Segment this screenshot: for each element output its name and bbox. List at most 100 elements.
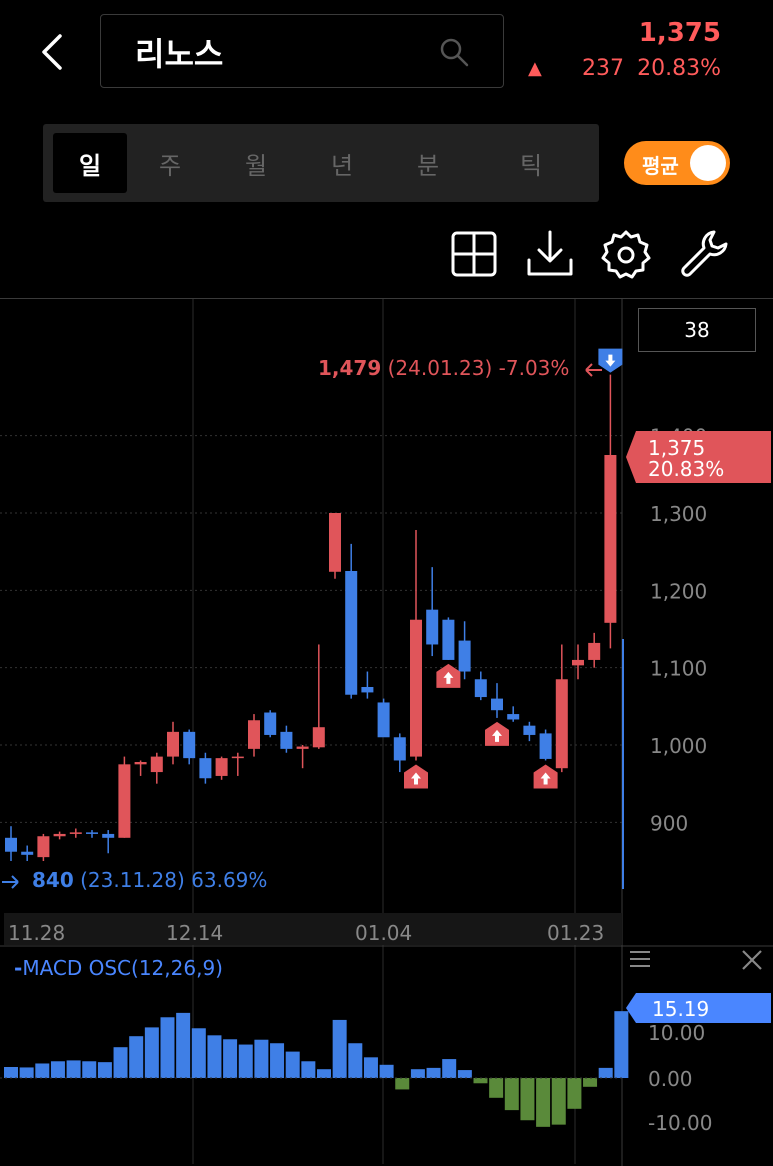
- date-tick-label: 12.14: [166, 921, 223, 945]
- macd-histogram-bar: [285, 1051, 300, 1078]
- current-price-badge-percent: 20.83%: [648, 457, 724, 481]
- wrench-icon[interactable]: [678, 228, 730, 280]
- price-tick-label: 900: [650, 811, 688, 835]
- candle-body[interactable]: [312, 727, 325, 748]
- macd-histogram-bar: [191, 1028, 206, 1078]
- candle-body[interactable]: [410, 619, 422, 757]
- macd-histogram-bar: [442, 1059, 457, 1078]
- macd-histogram-bar: [614, 1011, 629, 1078]
- date-tick-label: 11.28: [8, 921, 65, 945]
- chart-canvas[interactable]: 1,4001,3001,2001,1001,00090011.2812.1401…: [0, 299, 773, 1166]
- macd-histogram-bar: [317, 1069, 331, 1078]
- macd-histogram-bar: [254, 1039, 269, 1078]
- high-price-value: 1,479: [318, 356, 381, 380]
- stock-search-box[interactable]: 리노스: [100, 14, 504, 88]
- candle-body[interactable]: [167, 731, 179, 757]
- candle-body[interactable]: [296, 746, 309, 749]
- price-tick-label: 1,300: [650, 502, 707, 526]
- candle-body[interactable]: [264, 712, 277, 735]
- period-count-input[interactable]: 38: [638, 308, 756, 352]
- left-arrow-icon: [585, 363, 602, 377]
- candle-body[interactable]: [37, 836, 50, 858]
- candle-body[interactable]: [491, 698, 503, 711]
- macd-histogram-bar: [410, 1069, 425, 1078]
- candle-body[interactable]: [377, 702, 390, 738]
- average-toggle-label: 평균: [642, 154, 679, 178]
- macd-histogram-bar: [473, 1078, 488, 1084]
- candle-body[interactable]: [329, 513, 341, 572]
- candle-body[interactable]: [539, 733, 552, 759]
- macd-current-badge: [626, 993, 771, 1023]
- menu-icon[interactable]: [628, 948, 652, 970]
- candle-body[interactable]: [118, 764, 131, 838]
- candle-body[interactable]: [215, 758, 228, 776]
- up-arrow-icon: [492, 729, 502, 742]
- macd-histogram-bar: [395, 1078, 410, 1090]
- macd-histogram-bar: [332, 1019, 347, 1078]
- back-button[interactable]: [30, 28, 74, 76]
- tab-month[interactable]: 월: [244, 151, 268, 180]
- macd-histogram-bar: [113, 1047, 128, 1078]
- up-arrow-icon: [540, 772, 551, 785]
- search-icon[interactable]: [439, 37, 469, 67]
- macd-legend-dash: -: [14, 956, 23, 980]
- toggle-knob: [690, 145, 726, 181]
- macd-indicator-label: -MACD OSC(12,26,9): [14, 956, 223, 980]
- candle-body[interactable]: [248, 720, 260, 749]
- average-toggle[interactable]: 평균: [624, 141, 730, 185]
- candle-body[interactable]: [150, 756, 163, 773]
- candle-body[interactable]: [572, 659, 584, 666]
- candle-body[interactable]: [507, 714, 520, 720]
- macd-histogram-bar: [583, 1078, 598, 1087]
- candle-body[interactable]: [53, 833, 66, 837]
- candle-body[interactable]: [280, 731, 293, 749]
- candle-body[interactable]: [102, 833, 115, 838]
- low-price-value: 840: [32, 868, 74, 892]
- candle-body[interactable]: [393, 737, 406, 761]
- candle-body[interactable]: [361, 687, 374, 693]
- macd-histogram-bar: [504, 1078, 519, 1111]
- candle-body[interactable]: [426, 609, 439, 645]
- candle-body[interactable]: [345, 571, 358, 695]
- tab-day[interactable]: 일: [53, 133, 127, 193]
- candle-body[interactable]: [86, 832, 98, 834]
- candle-body[interactable]: [474, 679, 487, 698]
- up-triangle-icon: ▲: [528, 58, 542, 79]
- candle-body[interactable]: [21, 851, 34, 855]
- macd-histogram-bar: [536, 1078, 551, 1127]
- up-arrow-icon: [411, 772, 421, 785]
- candle-body[interactable]: [69, 832, 82, 834]
- date-tick-label: 01.23: [547, 921, 604, 945]
- candle-body[interactable]: [604, 455, 617, 623]
- candle-body[interactable]: [442, 619, 455, 660]
- tab-minute[interactable]: 분: [416, 151, 440, 180]
- macd-histogram-bar: [489, 1078, 504, 1098]
- candle-body[interactable]: [5, 837, 17, 852]
- settings-icon[interactable]: [600, 228, 652, 280]
- candle-body[interactable]: [134, 762, 147, 765]
- candle-body[interactable]: [588, 642, 601, 660]
- tab-tick[interactable]: 틱: [519, 151, 543, 180]
- tab-year[interactable]: 년: [330, 151, 354, 180]
- macd-histogram-bar: [363, 1057, 378, 1078]
- candle-body[interactable]: [231, 756, 244, 759]
- date-axis-band: [4, 913, 622, 945]
- price-tick-label: 1,200: [650, 579, 707, 603]
- candle-body[interactable]: [183, 731, 196, 759]
- up-arrow-icon: [443, 671, 454, 684]
- candle-body[interactable]: [458, 640, 471, 672]
- candle-body[interactable]: [199, 758, 212, 779]
- macd-tick-label: 10.00: [648, 1021, 705, 1045]
- candle-body[interactable]: [555, 679, 568, 769]
- high-price-note: 1,479 (24.01.23) -7.03%: [318, 356, 569, 380]
- macd-histogram-bar: [97, 1062, 112, 1078]
- chart-area[interactable]: 1,4001,3001,2001,1001,00090011.2812.1401…: [0, 298, 773, 1166]
- macd-histogram-bar: [4, 1067, 18, 1078]
- close-icon[interactable]: [740, 948, 764, 972]
- grid-icon[interactable]: [448, 228, 500, 280]
- macd-histogram-bar: [270, 1043, 285, 1078]
- candle-body[interactable]: [523, 725, 536, 735]
- tab-week[interactable]: 주: [158, 151, 182, 180]
- macd-histogram-bar: [457, 1070, 472, 1078]
- download-icon[interactable]: [524, 228, 576, 280]
